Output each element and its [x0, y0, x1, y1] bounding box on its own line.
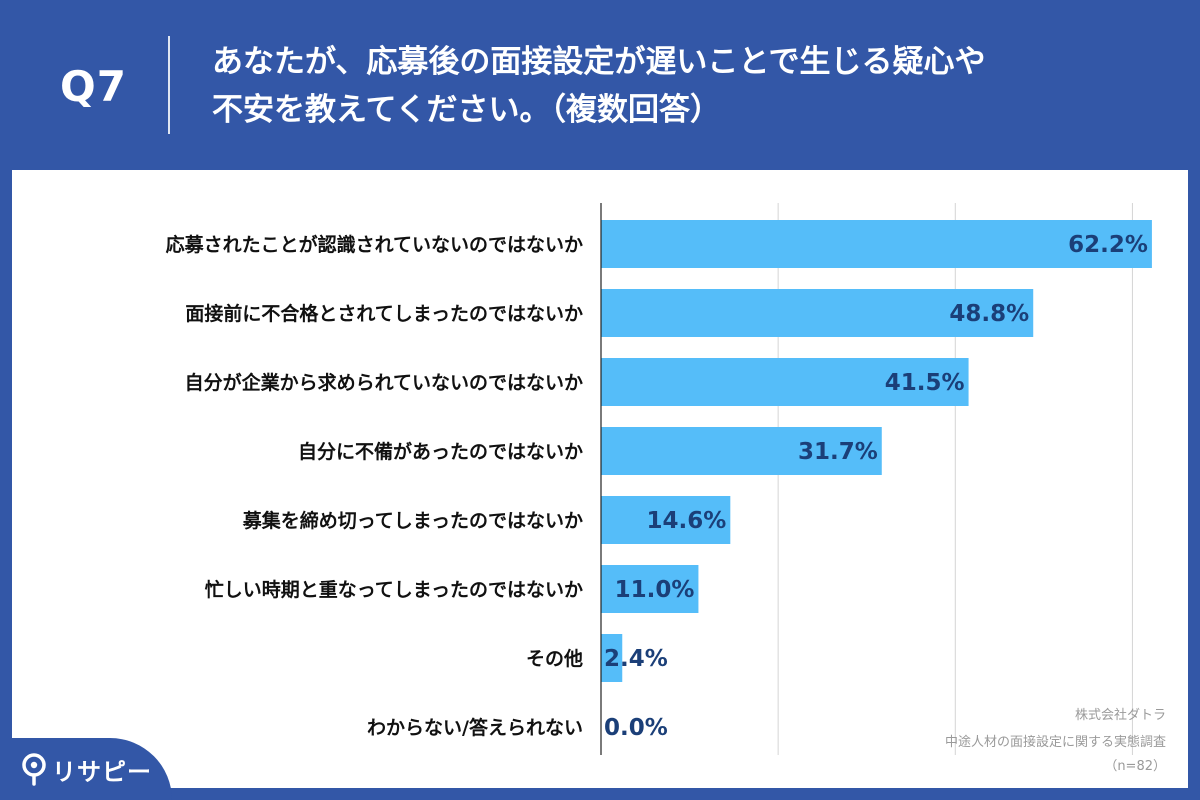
question-header: Q7 あなたが、応募後の面接設定が遅いことで生じる疑心や 不安を教えてください。… — [0, 0, 1200, 170]
category-label: その他 — [526, 647, 583, 670]
header-divider — [168, 36, 170, 134]
bar — [601, 427, 882, 475]
value-label: 14.6% — [647, 508, 727, 534]
credit-survey: 中途人材の面接設定に関する実態調査 — [944, 735, 1166, 750]
category-label: 自分が企業から求められていないのではないか — [185, 371, 583, 394]
bar — [601, 220, 1152, 268]
location-pin-icon — [22, 753, 46, 786]
value-label: 62.2% — [1068, 232, 1148, 258]
value-label: 31.7% — [798, 439, 878, 465]
value-label: 41.5% — [885, 370, 965, 396]
category-label: 応募されたことが認識されていないのではないか — [166, 233, 583, 256]
category-label: 忙しい時期と重なってしまったのではないか — [205, 578, 583, 601]
category-label: わからない/答えられない — [367, 716, 583, 739]
bar — [601, 634, 623, 682]
category-label: 面接前に不合格とされてしまったのではないか — [185, 302, 583, 325]
chart-panel: 応募されたことが認識されていないのではないか 62.2% 面接前に不合格とされてしま… — [12, 170, 1188, 788]
value-label: 2.4% — [604, 646, 668, 672]
value-label: 48.8% — [949, 301, 1029, 327]
bar — [601, 358, 969, 406]
bar-chart: 応募されたことが認識されていないのではないか 62.2% 面接前に不合格とされてしま… — [166, 203, 1152, 755]
bar — [601, 565, 699, 613]
question-number: Q7 — [60, 62, 127, 111]
credit-sample-size: （n=82） — [1104, 759, 1166, 774]
bar — [601, 289, 1034, 337]
bar — [601, 496, 731, 544]
category-label: 自分に不備があったのではないか — [298, 440, 583, 463]
brand-name: リサピー — [52, 758, 152, 786]
brand-badge — [0, 738, 172, 800]
credit-company: 株式会社ダトラ — [1074, 708, 1166, 723]
question-title: あなたが、応募後の面接設定が遅いことで生じる疑心や 不安を教えてください。（複数… — [212, 38, 1172, 134]
question-title-line-2: 不安を教えてください。（複数回答） — [212, 92, 722, 128]
value-label: 0.0% — [604, 715, 668, 741]
value-label: 11.0% — [615, 577, 695, 603]
question-title-line-1: あなたが、応募後の面接設定が遅いことで生じる疑心や — [212, 44, 986, 80]
category-label: 募集を締め切ってしまったのではないか — [242, 509, 583, 532]
